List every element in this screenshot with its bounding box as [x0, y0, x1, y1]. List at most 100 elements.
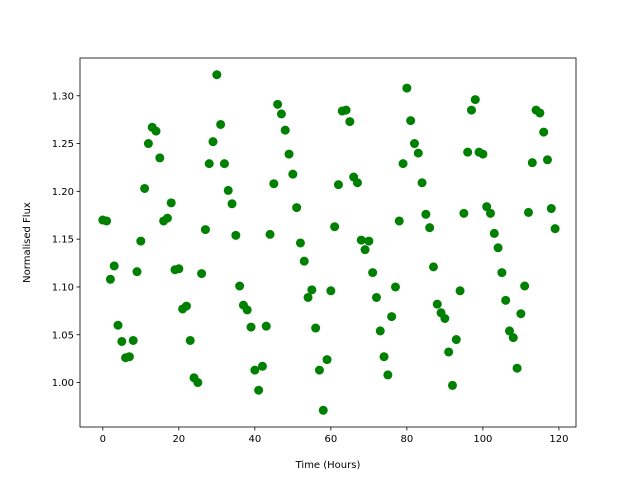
x-tick-label: 80 [400, 434, 413, 445]
data-point [136, 236, 146, 246]
data-point [280, 125, 290, 135]
x-tick-label: 100 [473, 434, 492, 445]
data-point [276, 109, 286, 119]
data-point [368, 268, 378, 278]
data-point [200, 225, 210, 235]
data-point [235, 281, 245, 291]
data-point [265, 229, 275, 239]
y-tick-label: 1.00 [52, 378, 74, 389]
data-point [371, 292, 381, 302]
data-point [333, 180, 343, 190]
data-point [105, 274, 115, 284]
data-point [132, 267, 142, 277]
x-tick-label: 20 [172, 434, 185, 445]
data-point [303, 292, 313, 302]
data-point [212, 70, 222, 80]
data-point [193, 378, 203, 388]
data-point [128, 335, 138, 345]
data-point [489, 228, 499, 238]
data-point [535, 108, 545, 118]
data-point [185, 335, 195, 345]
data-point [512, 363, 522, 373]
y-tick-label: 1.30 [52, 91, 74, 102]
x-tick-label: 0 [100, 434, 106, 445]
data-point [364, 236, 374, 246]
y-axis-ticks: 1.00 1.05 1.10 1.15 1.20 1.25 1.30 [52, 91, 80, 389]
data-point [383, 370, 393, 380]
data-point [387, 312, 397, 322]
data-point [375, 326, 385, 336]
data-point [485, 208, 495, 218]
x-tick-label: 40 [248, 434, 261, 445]
data-points [98, 70, 560, 415]
data-point [440, 314, 450, 323]
data-point [284, 149, 294, 159]
data-point [459, 208, 469, 218]
data-point [546, 204, 556, 214]
data-point [455, 286, 465, 296]
data-point [140, 183, 150, 193]
y-tick-label: 1.15 [52, 235, 74, 246]
data-point [166, 198, 176, 208]
data-point [151, 126, 161, 136]
data-point [345, 117, 355, 127]
data-point [174, 264, 184, 274]
data-point [417, 178, 427, 188]
data-point [102, 216, 112, 226]
data-point [542, 155, 552, 165]
data-point [227, 199, 237, 209]
data-point [360, 245, 370, 255]
data-point [482, 202, 492, 212]
data-point [246, 322, 256, 332]
data-point [409, 139, 419, 149]
data-point [269, 179, 279, 189]
data-point [318, 405, 328, 415]
data-point [307, 285, 317, 295]
data-point [493, 243, 503, 253]
data-point [330, 222, 340, 232]
data-point [311, 323, 321, 333]
data-point [523, 207, 533, 217]
data-point [250, 365, 260, 375]
data-point [451, 335, 461, 345]
x-tick-label: 120 [549, 434, 568, 445]
data-point [273, 99, 283, 109]
data-point [508, 333, 518, 343]
data-point [117, 336, 127, 346]
plot-area [80, 58, 576, 427]
data-point [550, 224, 560, 234]
data-point [470, 95, 480, 105]
data-point [463, 147, 473, 157]
y-tick-label: 1.05 [52, 330, 74, 341]
data-point [406, 116, 416, 126]
data-point [299, 256, 309, 266]
data-point [292, 203, 302, 213]
data-point [326, 286, 336, 296]
data-point [143, 139, 153, 149]
y-axis-label: Normalised Flux [22, 202, 33, 283]
data-point [208, 137, 218, 147]
data-point [219, 159, 229, 169]
data-point [447, 380, 457, 390]
y-tick-label: 1.20 [52, 187, 74, 198]
data-point [352, 178, 362, 188]
data-point [466, 105, 476, 115]
data-point [520, 281, 530, 291]
data-point [356, 235, 366, 245]
data-point [501, 295, 511, 305]
data-point [113, 320, 123, 330]
data-point [516, 309, 526, 319]
data-point [413, 148, 423, 158]
data-point [204, 159, 214, 169]
data-point [109, 261, 119, 271]
data-point [421, 209, 431, 219]
data-point [288, 169, 298, 179]
data-point [390, 282, 400, 292]
data-point [428, 262, 438, 272]
x-axis-ticks: 0 20 40 60 80 100 120 [100, 427, 568, 445]
data-point [216, 119, 226, 129]
data-point [478, 149, 488, 159]
data-point [197, 269, 207, 279]
data-point [181, 301, 191, 311]
